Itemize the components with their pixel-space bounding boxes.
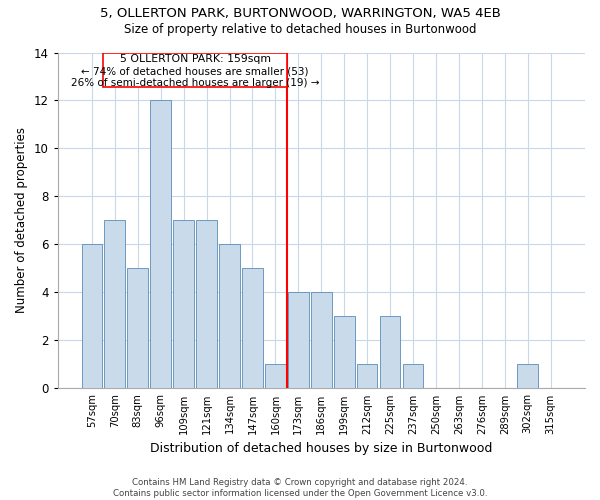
Text: Contains HM Land Registry data © Crown copyright and database right 2024.
Contai: Contains HM Land Registry data © Crown c… <box>113 478 487 498</box>
Bar <box>196 220 217 388</box>
Text: ← 74% of detached houses are smaller (53): ← 74% of detached houses are smaller (53… <box>82 66 309 76</box>
Bar <box>403 364 424 388</box>
Bar <box>219 244 240 388</box>
Bar <box>104 220 125 388</box>
Bar <box>82 244 102 388</box>
Bar <box>103 52 287 88</box>
X-axis label: Distribution of detached houses by size in Burtonwood: Distribution of detached houses by size … <box>150 442 493 455</box>
Bar <box>265 364 286 388</box>
Bar <box>380 316 400 388</box>
Bar <box>151 100 171 389</box>
Bar <box>311 292 332 388</box>
Bar <box>173 220 194 388</box>
Bar <box>288 292 308 388</box>
Y-axis label: Number of detached properties: Number of detached properties <box>15 128 28 314</box>
Bar <box>334 316 355 388</box>
Text: 5, OLLERTON PARK, BURTONWOOD, WARRINGTON, WA5 4EB: 5, OLLERTON PARK, BURTONWOOD, WARRINGTON… <box>100 8 500 20</box>
Text: 26% of semi-detached houses are larger (19) →: 26% of semi-detached houses are larger (… <box>71 78 319 88</box>
Text: 5 OLLERTON PARK: 159sqm: 5 OLLERTON PARK: 159sqm <box>119 54 271 64</box>
Text: Size of property relative to detached houses in Burtonwood: Size of property relative to detached ho… <box>124 22 476 36</box>
Bar <box>127 268 148 388</box>
Bar <box>357 364 377 388</box>
Bar <box>242 268 263 388</box>
Bar <box>517 364 538 388</box>
